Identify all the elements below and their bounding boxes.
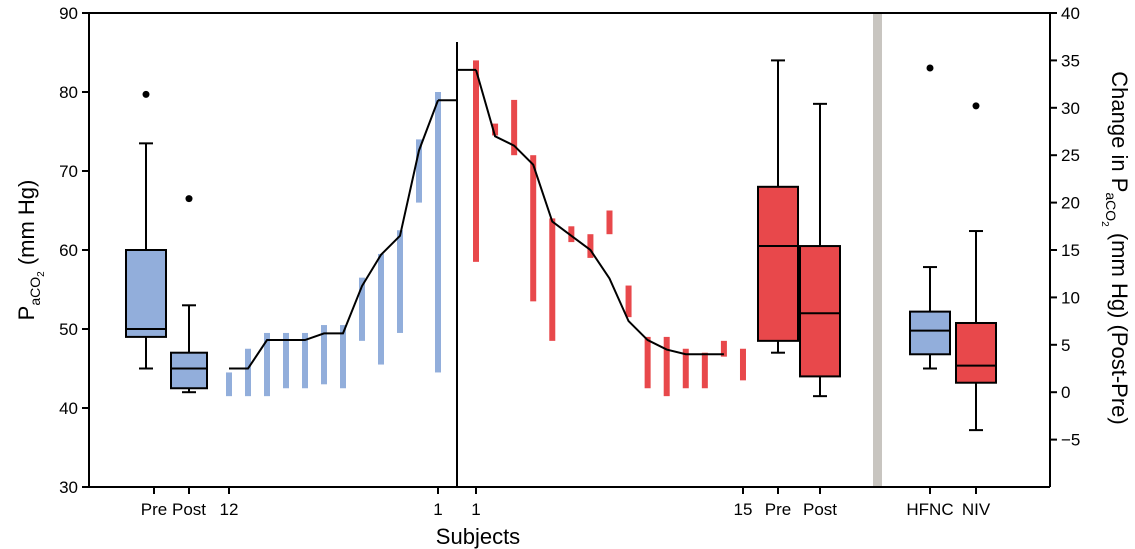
niv-subject-bar <box>511 99 518 156</box>
hfnc-subject-bar <box>264 332 270 397</box>
hfnc-pre-box <box>125 249 167 338</box>
x-tick-label-subject-15: 15 <box>734 500 753 519</box>
ticks-layer: 30 40 50 60 70 80 90 −5 0 5 10 15 20 25 30 35 40 <box>59 4 1080 497</box>
left-y-title-sub: aCO <box>27 277 43 306</box>
left-y-tick-label: 70 <box>59 162 78 181</box>
right-y-tick-label: 10 <box>1061 288 1080 307</box>
change-niv-outlier <box>972 102 980 110</box>
niv-subject-bar <box>530 155 537 302</box>
right-y-tick-label: 25 <box>1061 146 1080 165</box>
right-y-tick-label: 0 <box>1061 383 1070 402</box>
change-niv-box <box>955 321 997 384</box>
left-y-axis-title: PaCO2 (mm Hg) <box>14 180 47 321</box>
x-axis-title: Subjects <box>436 524 520 549</box>
niv-change-line <box>475 69 724 356</box>
right-y-title-sub2: 2 <box>1099 221 1110 227</box>
niv-subject-bar <box>644 336 651 389</box>
hfnc-subject-bar <box>378 253 384 365</box>
left-y-title-main: P <box>14 306 39 321</box>
right-y-tick-label: 35 <box>1061 51 1080 70</box>
right-y-title-pre: Change in P <box>1107 71 1132 192</box>
hfnc-subject-bar <box>340 325 346 389</box>
left-y-title-units: (mm Hg) <box>14 180 39 272</box>
right-y-tick-label: 20 <box>1061 194 1080 213</box>
niv-subject-bar <box>606 210 613 235</box>
x-tick-label-pre-niv: Pre <box>765 500 791 519</box>
background-layer <box>873 13 882 487</box>
hfnc-change-line <box>229 99 439 370</box>
right-y-title-sub: aCO <box>1103 192 1119 221</box>
x-tick-label-hfnc: HFNC <box>906 500 953 519</box>
x-tick-label-niv: NIV <box>962 500 991 519</box>
x-tick-label-subject-1-hfnc: 1 <box>433 500 442 519</box>
x-tick-label-subject-1-niv: 1 <box>471 500 480 519</box>
section-separator-band <box>873 13 882 487</box>
right-y-tick-label: 40 <box>1061 4 1080 23</box>
hfnc-subject-bar <box>245 348 251 397</box>
hfnc-subject-bar <box>435 92 441 373</box>
hfnc-subject-bar <box>359 277 365 341</box>
x-tick-label-post-niv: Post <box>803 500 837 519</box>
niv-subject-bar <box>682 348 689 389</box>
hfnc-subject-bar <box>416 139 422 203</box>
hfnc-pre-outlier <box>142 90 150 98</box>
right-y-tick-label: 5 <box>1061 336 1070 355</box>
niv-pre-box <box>757 185 799 342</box>
niv-post-box <box>799 245 841 378</box>
niv-subject-bar <box>473 60 479 262</box>
change-hfnc-box <box>909 310 951 356</box>
right-y-title-post: (mm Hg) (Post-Pre) <box>1107 227 1132 425</box>
hfnc-subject-bar <box>226 372 232 397</box>
right-y-tick-label: 15 <box>1061 241 1080 260</box>
right-y-axis-title: Change in PaCO2 (mm Hg) (Post-Pre) <box>1099 71 1132 424</box>
niv-subject-bar <box>701 352 708 389</box>
left-y-tick-label: 90 <box>59 4 78 23</box>
hfnc-post-box <box>170 351 208 390</box>
left-y-tick-label: 80 <box>59 83 78 102</box>
left-y-tick-label: 40 <box>59 399 78 418</box>
right-y-tick-label: −5 <box>1061 431 1080 450</box>
hfnc-subject-bar <box>302 332 308 389</box>
niv-subject-bar <box>492 123 499 136</box>
hfnc-post-outlier <box>185 195 193 203</box>
niv-subject-bar <box>549 218 556 341</box>
x-tick-label-pre-hfnc: Pre <box>141 500 167 519</box>
x-tick-label-post-hfnc: Post <box>172 500 206 519</box>
niv-subject-bar <box>739 348 746 381</box>
niv-subject-bar <box>568 226 575 243</box>
niv-subject-bar <box>625 285 632 318</box>
axes-layer <box>88 12 1051 488</box>
data-marks-layer <box>125 59 997 432</box>
hfnc-subject-bar <box>321 325 327 385</box>
left-y-tick-label: 50 <box>59 320 78 339</box>
left-y-title-sub2: 2 <box>36 271 47 277</box>
x-tick-label-subject-12: 12 <box>220 500 239 519</box>
change-hfnc-outlier <box>926 64 934 72</box>
left-y-tick-label: 60 <box>59 241 78 260</box>
niv-subject-bar <box>720 340 727 357</box>
niv-subject-bar <box>587 234 594 258</box>
right-y-tick-label: 30 <box>1061 99 1080 118</box>
hfnc-subject-bar <box>283 332 289 389</box>
niv-subject-bar <box>663 336 670 397</box>
hfnc-subject-bar <box>397 230 403 333</box>
left-y-tick-label: 30 <box>59 478 78 497</box>
